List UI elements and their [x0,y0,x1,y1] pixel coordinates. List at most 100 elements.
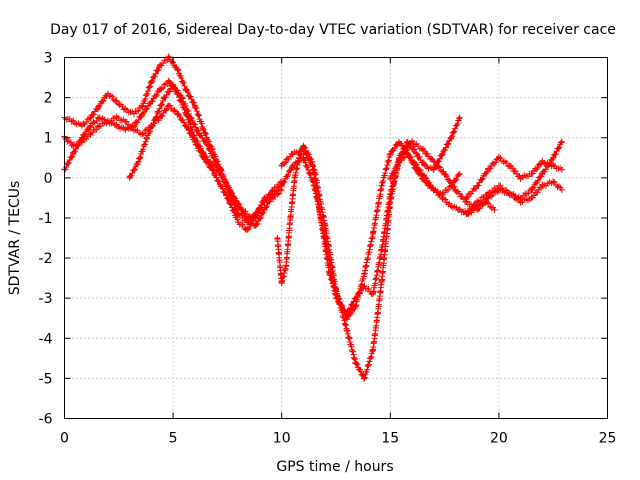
x-tick-label: 5 [169,431,178,447]
x-tick-label: 20 [490,431,508,447]
data-point [278,182,285,189]
data-point [96,122,103,129]
plot-frame [64,57,608,419]
data-point [448,202,455,209]
data-point [278,162,285,169]
data-marker-run [361,233,376,277]
data-point [283,263,290,270]
data-point [485,190,492,197]
data-series [463,154,565,202]
y-tick-label: -6 [39,412,53,428]
data-point [439,150,446,157]
data-point [539,170,546,177]
data-point [209,166,216,173]
data-point [517,198,524,205]
data-point [463,210,470,217]
data-point [131,126,138,133]
data-point [343,327,350,334]
data-point [70,150,77,157]
x-axis-title: GPS time / hours [276,459,393,475]
data-point [191,138,198,145]
data-point [104,118,111,125]
data-point [456,170,463,177]
data-point [395,138,402,145]
data-point [96,114,103,121]
data-point [291,174,298,181]
data-point [161,94,168,101]
data-point [256,206,263,213]
data-point [448,134,455,141]
data-point [113,122,120,129]
y-axis-title: SDTVAR / TECUs [7,181,23,296]
data-point [456,206,463,213]
data-point [104,90,111,97]
data-point [178,94,185,101]
data-point [87,130,94,137]
data-point [196,130,203,137]
data-point [122,106,129,113]
data-point [430,186,437,193]
data-point [139,130,146,137]
data-point [183,86,190,93]
data-point [235,210,242,217]
data-point [139,110,146,117]
data-point [343,315,350,322]
data-point [287,214,294,221]
data-point [439,190,446,197]
data-point [550,162,557,169]
data-point [226,198,233,205]
data-point [183,122,190,129]
data-point [387,174,394,181]
data-series [387,137,565,213]
data-point [217,182,224,189]
data-point [87,122,94,129]
data-point [200,154,207,161]
data-point [539,182,546,189]
data-point [335,295,342,302]
data-point [506,162,513,169]
data-point [539,158,546,165]
data-series [463,178,565,218]
data-point [528,186,535,193]
data-point [317,214,324,221]
data-point [309,158,316,165]
y-tick-label: 3 [44,51,53,67]
data-point [122,118,129,125]
data-point [274,235,281,241]
data-point [456,114,463,121]
data-point [352,359,359,366]
data-point [270,194,277,201]
data-point [528,170,535,177]
data-point [239,206,246,213]
data-point [157,86,164,93]
y-tick-label: -2 [39,251,53,267]
data-point [157,62,164,69]
x-tick-label: 10 [273,431,291,447]
data-point [422,174,429,181]
data-point [126,174,133,181]
data-point [419,146,426,153]
data-point [495,154,502,161]
data-point [248,214,255,221]
data-marker-run [343,327,359,363]
data-point [174,110,181,117]
data-point [213,162,220,169]
data-point [326,271,333,278]
data-point [113,114,120,121]
data-point [409,138,416,145]
data-point [152,114,159,121]
data-point [243,226,250,233]
data-point [252,222,259,229]
data-point [204,142,211,149]
data-point [361,271,368,278]
data-marker-run [287,177,298,220]
data-point [361,375,368,382]
data-point [430,166,437,173]
data-point [378,247,385,254]
data-point [70,142,77,149]
data-point [485,166,492,173]
y-tick-label: -3 [39,291,53,307]
data-point [187,114,194,121]
data-point [398,154,405,161]
